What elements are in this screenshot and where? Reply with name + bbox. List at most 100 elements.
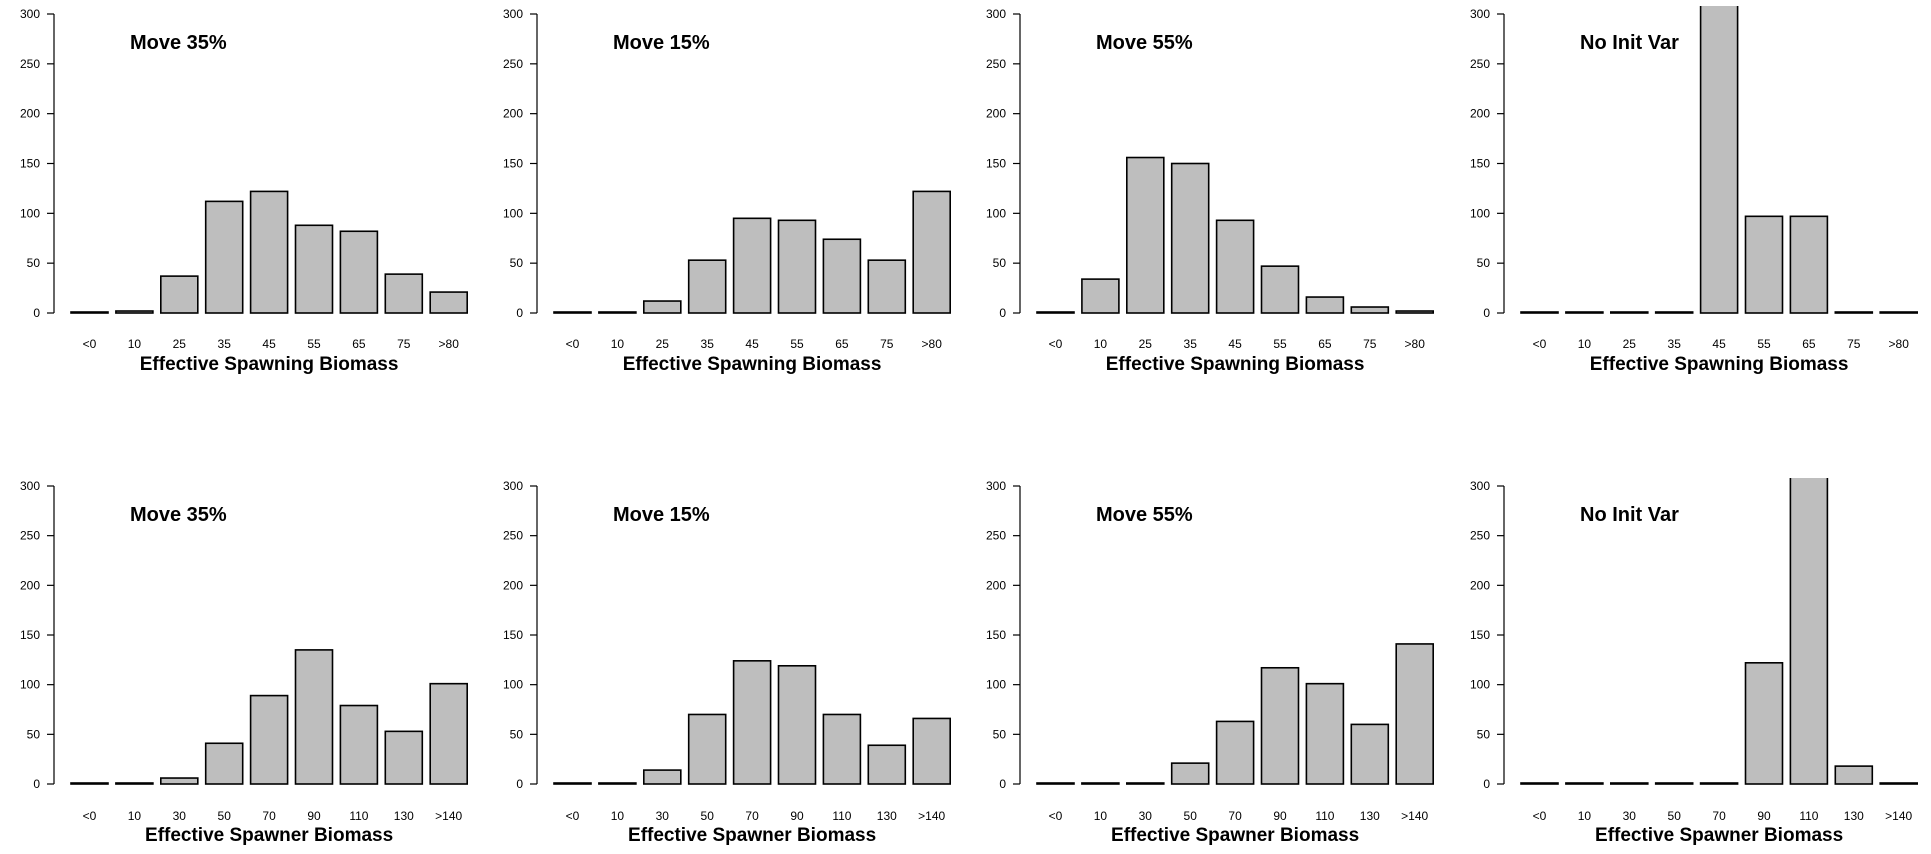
x-tick-label: 130 — [1844, 809, 1864, 823]
y-tick-label: 150 — [986, 628, 1006, 642]
x-tick-label: 130 — [394, 809, 414, 823]
y-tick-label: 50 — [510, 727, 524, 741]
y-tick-label: 0 — [33, 306, 40, 320]
y-tick-label: 250 — [20, 57, 40, 71]
x-tick-label: >140 — [1401, 809, 1428, 823]
y-tick-label: 250 — [20, 529, 40, 543]
x-tick-label: <0 — [83, 809, 97, 823]
x-tick-label: 50 — [1668, 809, 1682, 823]
x-tick-label: 35 — [1668, 337, 1682, 351]
bar — [294, 224, 334, 314]
x-tick-label: 65 — [1318, 337, 1332, 351]
y-tick-label: 200 — [986, 107, 1006, 121]
x-tick-label: 50 — [701, 809, 715, 823]
panel-title: Move 35% — [130, 504, 227, 526]
x-tick-label: <0 — [1049, 337, 1063, 351]
x-axis-title: Effective Spawning Biomass — [1590, 354, 1849, 375]
bar — [160, 275, 199, 314]
bar — [1350, 723, 1390, 785]
bar — [1260, 265, 1300, 314]
x-tick-label: <0 — [566, 809, 580, 823]
bar — [1081, 782, 1120, 785]
bar — [867, 744, 907, 785]
y-tick-label: 300 — [20, 479, 40, 493]
x-tick-label: 30 — [656, 809, 670, 823]
bar — [1395, 643, 1434, 785]
x-tick-label: 25 — [173, 337, 187, 351]
x-tick-label: >80 — [922, 337, 943, 351]
y-tick-label: 50 — [27, 256, 41, 270]
x-tick-label: 75 — [1363, 337, 1377, 351]
bar — [732, 660, 772, 785]
x-tick-label: 90 — [1273, 809, 1287, 823]
panel-title: No Init Var — [1580, 32, 1679, 54]
bar — [822, 238, 862, 314]
bar — [1699, 782, 1739, 785]
x-tick-label: 45 — [1228, 337, 1242, 351]
y-tick-label: 250 — [1470, 529, 1490, 543]
x-tick-label: 55 — [1273, 337, 1287, 351]
panel-title: Move 55% — [1096, 504, 1193, 526]
x-tick-label: <0 — [1533, 809, 1547, 823]
bar — [429, 291, 469, 314]
bar — [1610, 782, 1649, 785]
y-tick-label: 200 — [1470, 578, 1490, 592]
histogram-panel: 0 50 100 150 200 250 300 <0 10 30 50 70 90 110 130 >140… — [1470, 478, 1918, 846]
y-tick-label: 300 — [986, 7, 1006, 21]
x-tick-label: 75 — [1847, 337, 1861, 351]
y-tick-label: 0 — [999, 306, 1006, 320]
x-tick-label: 90 — [790, 809, 804, 823]
panel-title: Move 15% — [613, 504, 710, 526]
y-tick-label: 0 — [516, 306, 523, 320]
x-tick-label: 10 — [611, 337, 625, 351]
bar — [1350, 306, 1390, 314]
x-tick-label: 30 — [1139, 809, 1153, 823]
bar — [687, 259, 727, 314]
bar — [912, 190, 952, 314]
y-tick-label: 100 — [986, 678, 1006, 692]
bar — [429, 682, 469, 785]
x-tick-label: 10 — [128, 337, 142, 351]
y-tick-label: 100 — [503, 678, 523, 692]
x-tick-label: 50 — [1184, 809, 1198, 823]
bar — [1036, 782, 1075, 785]
x-tick-label: 70 — [1228, 809, 1242, 823]
y-tick-label: 100 — [503, 206, 523, 220]
x-tick-label: 55 — [307, 337, 321, 351]
x-tick-label: <0 — [1049, 809, 1063, 823]
bar — [642, 769, 682, 785]
bar — [777, 664, 817, 785]
x-tick-label: 110 — [832, 809, 851, 823]
x-tick-label: 25 — [1139, 337, 1153, 351]
x-tick-label: 55 — [1757, 337, 1771, 351]
panel-title: Move 35% — [130, 32, 227, 54]
x-tick-label: 90 — [1757, 809, 1771, 823]
x-tick-label: 65 — [835, 337, 849, 351]
x-tick-label: 70 — [1712, 809, 1726, 823]
bar — [598, 782, 637, 785]
y-tick-label: 100 — [986, 206, 1006, 220]
y-tick-label: 150 — [20, 157, 40, 171]
y-tick-label: 250 — [986, 529, 1006, 543]
histogram-panel: 0 50 100 150 200 250 300 <0 10 25 35 45 55 65 75 >80 Mov… — [986, 7, 1434, 375]
bar — [1565, 311, 1604, 314]
x-tick-label: 35 — [1184, 337, 1198, 351]
x-tick-label: >140 — [1885, 809, 1912, 823]
x-tick-label: 75 — [880, 337, 894, 351]
y-tick-label: 200 — [503, 107, 523, 121]
y-tick-label: 300 — [20, 7, 40, 21]
bar — [777, 219, 817, 314]
y-tick-label: 50 — [510, 256, 524, 270]
x-tick-label: 50 — [218, 809, 232, 823]
histogram-panel: 0 50 100 150 200 250 300 <0 10 30 50 70 90 110 130 >140… — [20, 479, 469, 846]
bar — [1126, 782, 1165, 785]
x-tick-label: 10 — [1094, 809, 1108, 823]
y-tick-label: 100 — [1470, 206, 1490, 220]
x-axis-title: Effective Spawner Biomass — [1111, 825, 1359, 846]
bar — [1610, 311, 1649, 314]
y-tick-label: 300 — [1470, 479, 1490, 493]
bar — [1170, 162, 1210, 314]
bar — [384, 730, 424, 785]
x-tick-label: 10 — [1578, 337, 1592, 351]
